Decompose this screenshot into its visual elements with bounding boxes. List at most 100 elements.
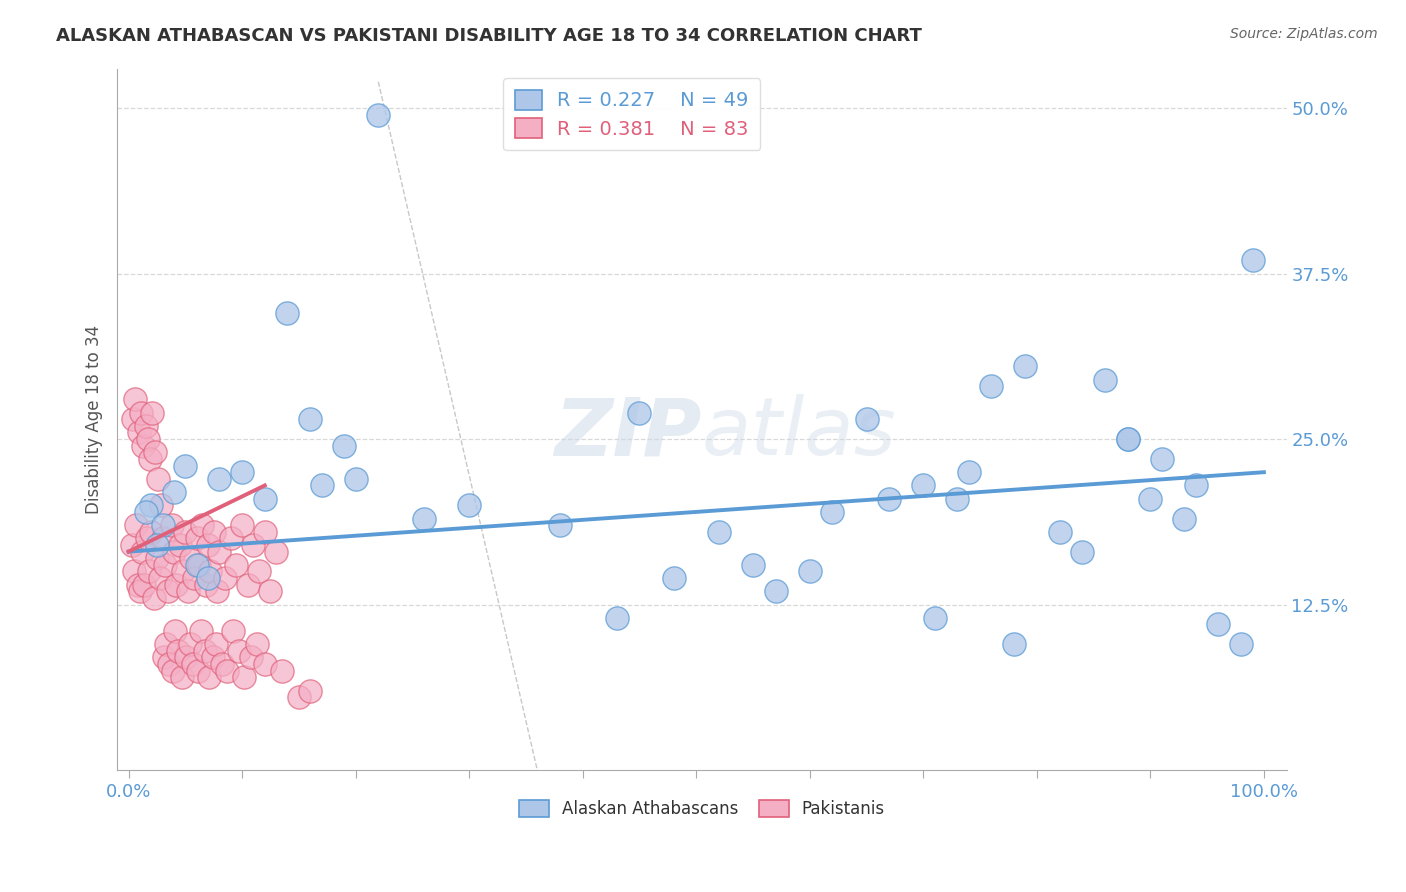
Point: [228, 644, 250, 658]
Point: [128, 425, 150, 440]
Point: [253, 491, 276, 506]
Point: [190, 624, 212, 638]
Point: [367, 108, 389, 122]
Point: [1230, 637, 1253, 651]
Point: [146, 538, 169, 552]
Point: [1116, 432, 1139, 446]
Point: [233, 670, 256, 684]
Point: [138, 565, 160, 579]
Point: [1139, 491, 1161, 506]
Point: [412, 511, 434, 525]
Point: [135, 418, 157, 433]
Point: [186, 558, 208, 572]
Point: [264, 544, 287, 558]
Point: [628, 406, 651, 420]
Point: [142, 591, 165, 605]
Point: [1014, 359, 1036, 374]
Point: [197, 571, 219, 585]
Point: [134, 577, 156, 591]
Point: [707, 524, 730, 539]
Point: [121, 538, 143, 552]
Point: [208, 544, 231, 558]
Point: [980, 379, 1002, 393]
Point: [957, 465, 980, 479]
Point: [122, 412, 145, 426]
Point: [799, 565, 821, 579]
Point: [124, 392, 146, 407]
Point: [179, 637, 201, 651]
Point: [662, 571, 685, 585]
Point: [157, 657, 180, 672]
Point: [344, 472, 367, 486]
Point: [205, 584, 228, 599]
Point: [165, 577, 187, 591]
Text: ZIP: ZIP: [554, 394, 702, 472]
Point: [129, 406, 152, 420]
Point: [924, 611, 946, 625]
Point: [912, 478, 935, 492]
Point: [1150, 452, 1173, 467]
Point: [187, 664, 209, 678]
Point: [765, 584, 787, 599]
Point: [288, 690, 311, 705]
Point: [174, 524, 197, 539]
Point: [821, 505, 844, 519]
Point: [200, 565, 222, 579]
Point: [1094, 373, 1116, 387]
Point: [217, 664, 239, 678]
Point: [170, 670, 193, 684]
Point: [153, 558, 176, 572]
Text: atlas: atlas: [702, 394, 897, 472]
Point: [125, 518, 148, 533]
Point: [174, 458, 197, 473]
Point: [127, 577, 149, 591]
Point: [186, 532, 208, 546]
Point: [122, 565, 145, 579]
Point: [157, 584, 180, 599]
Point: [141, 524, 163, 539]
Point: [246, 637, 269, 651]
Point: [1241, 253, 1264, 268]
Point: [176, 584, 198, 599]
Point: [1002, 637, 1025, 651]
Point: [1184, 478, 1206, 492]
Point: [141, 498, 163, 512]
Point: [198, 670, 221, 684]
Point: [152, 650, 174, 665]
Point: [194, 644, 217, 658]
Point: [149, 571, 172, 585]
Point: [205, 637, 228, 651]
Point: [201, 650, 224, 665]
Point: [855, 412, 877, 426]
Point: [163, 544, 186, 558]
Point: [225, 558, 247, 572]
Point: [152, 518, 174, 533]
Point: [143, 445, 166, 459]
Point: [742, 558, 765, 572]
Point: [1116, 432, 1139, 446]
Point: [208, 472, 231, 486]
Text: ALASKAN ATHABASCAN VS PAKISTANI DISABILITY AGE 18 TO 34 CORRELATION CHART: ALASKAN ATHABASCAN VS PAKISTANI DISABILI…: [56, 27, 922, 45]
Point: [253, 657, 276, 672]
Point: [180, 551, 202, 566]
Point: [231, 518, 253, 533]
Point: [242, 538, 264, 552]
Point: [128, 584, 150, 599]
Point: [222, 624, 245, 638]
Point: [141, 406, 163, 420]
Point: [163, 485, 186, 500]
Y-axis label: Disability Age 18 to 34: Disability Age 18 to 34: [86, 325, 103, 514]
Legend: Alaskan Athabascans, Pakistanis: Alaskan Athabascans, Pakistanis: [512, 793, 891, 825]
Point: [181, 657, 204, 672]
Point: [946, 491, 969, 506]
Point: [270, 664, 292, 678]
Point: [240, 650, 263, 665]
Point: [311, 478, 333, 492]
Text: Source: ZipAtlas.com: Source: ZipAtlas.com: [1230, 27, 1378, 41]
Point: [135, 532, 157, 546]
Point: [219, 532, 242, 546]
Point: [183, 571, 205, 585]
Point: [160, 518, 183, 533]
Point: [169, 538, 191, 552]
Point: [458, 498, 481, 512]
